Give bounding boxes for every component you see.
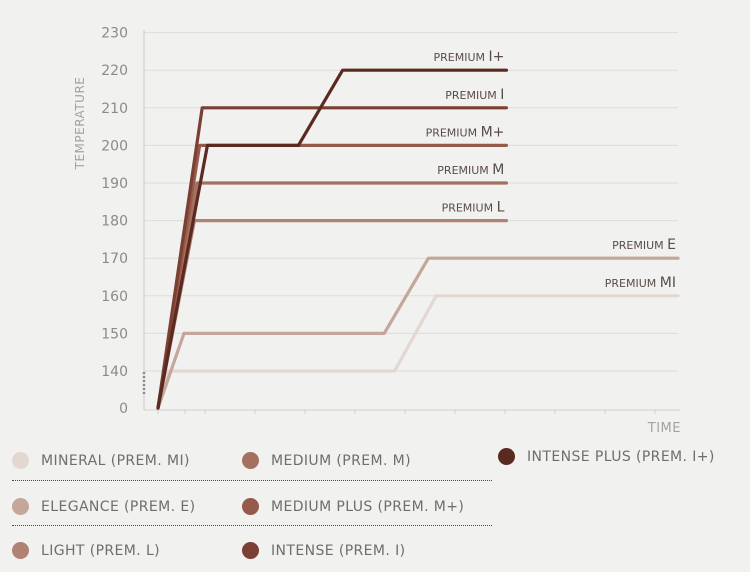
legend-label: ELEGANCE (PREM. E)	[41, 498, 196, 515]
legend-swatch	[12, 452, 29, 469]
series-label: PREMIUM MI	[605, 275, 676, 291]
legend-item-intense-plus: INTENSE PLUS (PREM. I+)	[498, 448, 715, 465]
series-line-premium-e	[156, 256, 680, 410]
y-tick-label: 210	[101, 101, 128, 117]
grid-lines	[144, 32, 678, 372]
y-tick-label: 170	[101, 251, 128, 267]
x-axis-ticks	[144, 409, 680, 414]
legend-swatch	[498, 448, 515, 465]
legend-item-medium-plus: MEDIUM PLUS (PREM. M+)	[242, 498, 464, 515]
series-label: PREMIUM M	[437, 162, 504, 178]
y-tick-label: 150	[101, 326, 128, 342]
legend-swatch	[12, 498, 29, 515]
y-tick-label: 230	[101, 26, 128, 42]
legend-label: MEDIUM (PREM. M)	[271, 452, 412, 469]
series-label: PREMIUM E	[612, 237, 676, 253]
series-line-premium-mi	[156, 294, 680, 410]
series-label: PREMIUM M+	[426, 124, 505, 140]
series-labels: PREMIUM MI PREMIUM E PREMIUM L PREMIUM M PRE…	[426, 49, 676, 291]
series-line-premium-i	[156, 106, 508, 410]
legend: MINERAL (PREM. MI) ELEGANCE (PREM. E) LI…	[0, 438, 750, 572]
legend-separator	[12, 480, 492, 481]
y-tick-label: 200	[101, 138, 128, 154]
legend-label: INTENSE (PREM. I)	[271, 542, 406, 559]
y-tick-label: 220	[101, 63, 128, 79]
legend-swatch	[242, 542, 259, 559]
legend-label: LIGHT (PREM. L)	[41, 542, 161, 559]
y-tick-label: 140	[101, 364, 128, 380]
y-tick-label: 190	[101, 176, 128, 192]
series-line-premium-i-	[156, 68, 508, 410]
temperature-time-chart: 0 140 150 160 170 180 190 200 210 220 230 TEMPERAT…	[73, 26, 681, 436]
legend-item-mineral: MINERAL (PREM. MI)	[12, 452, 190, 469]
series-line-premium-m	[156, 181, 508, 410]
legend-swatch	[242, 498, 259, 515]
series-lines	[156, 68, 680, 410]
x-axis-title: TIME	[647, 421, 681, 436]
legend-item-elegance: ELEGANCE (PREM. E)	[12, 498, 195, 515]
y-tick-label: 160	[101, 289, 128, 305]
y-tick-label: 180	[101, 214, 128, 230]
legend-swatch	[242, 452, 259, 469]
series-line-premium-m-	[156, 143, 508, 410]
legend-item-intense: INTENSE (PREM. I)	[242, 542, 406, 559]
legend-swatch	[12, 542, 29, 559]
legend-label: MINERAL (PREM. MI)	[41, 452, 190, 469]
legend-item-light: LIGHT (PREM. L)	[12, 542, 160, 559]
legend-separator	[12, 525, 492, 526]
series-label: PREMIUM L	[442, 200, 505, 216]
legend-item-medium: MEDIUM (PREM. M)	[242, 452, 411, 469]
legend-label: INTENSE PLUS (PREM. I+)	[527, 448, 715, 465]
y-axis-title: TEMPERATURE	[73, 77, 87, 171]
series-label: PREMIUM I+	[434, 49, 505, 65]
series-label: PREMIUM I	[445, 87, 504, 103]
y-tick-label: 0	[119, 401, 128, 417]
legend-label: MEDIUM PLUS (PREM. M+)	[271, 498, 465, 515]
y-axis-ticks: 0 140 150 160 170 180 190 200 210 220 230	[101, 26, 128, 417]
series-line-premium-l	[156, 219, 508, 410]
